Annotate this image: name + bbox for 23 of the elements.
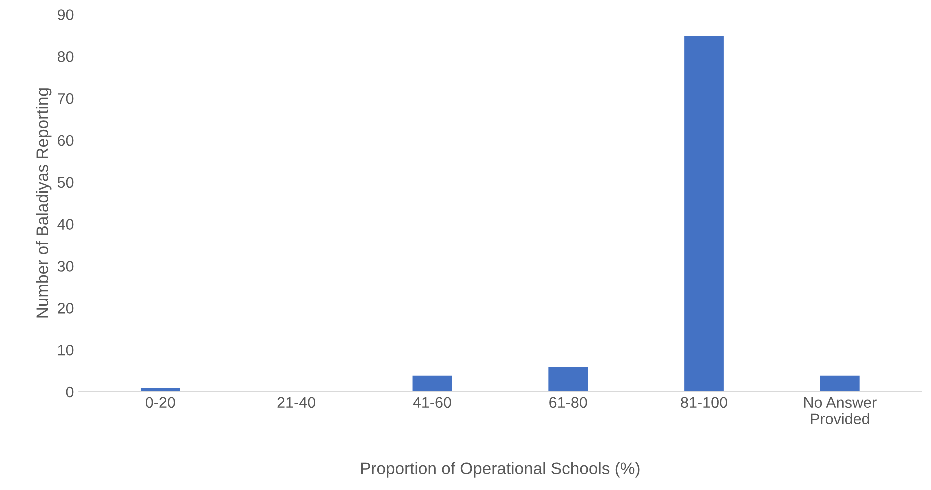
bar	[140, 387, 182, 392]
y-tick-label: 50	[58, 177, 74, 188]
bar	[683, 34, 726, 392]
x-tick-label: 0-20	[146, 397, 176, 408]
bar	[411, 374, 454, 392]
y-tick-label: 40	[58, 219, 74, 230]
y-tick-label: 70	[58, 93, 74, 104]
y-tick-label: 60	[58, 135, 74, 146]
x-tick-label: 21-40	[278, 397, 316, 408]
bar	[819, 374, 862, 392]
x-axis-title: Proportion of Operational Schools (%)	[361, 462, 640, 478]
y-tick-label: 80	[58, 51, 74, 62]
y-axis-title: Number of Baladiyas Reporting	[36, 88, 52, 318]
x-tick-label: No Answer Provided	[804, 397, 877, 425]
y-tick-label: 30	[58, 261, 74, 272]
x-tick-label: 81-100	[681, 397, 728, 408]
bar	[547, 366, 590, 392]
y-tick-label: 20	[58, 303, 74, 314]
x-tick-label: 41-60	[413, 397, 452, 408]
y-tick-label: 90	[58, 10, 74, 20]
y-tick-label: 10	[58, 344, 74, 356]
y-tick-label: 0	[66, 386, 74, 398]
x-tick-label: 61-80	[550, 397, 588, 408]
